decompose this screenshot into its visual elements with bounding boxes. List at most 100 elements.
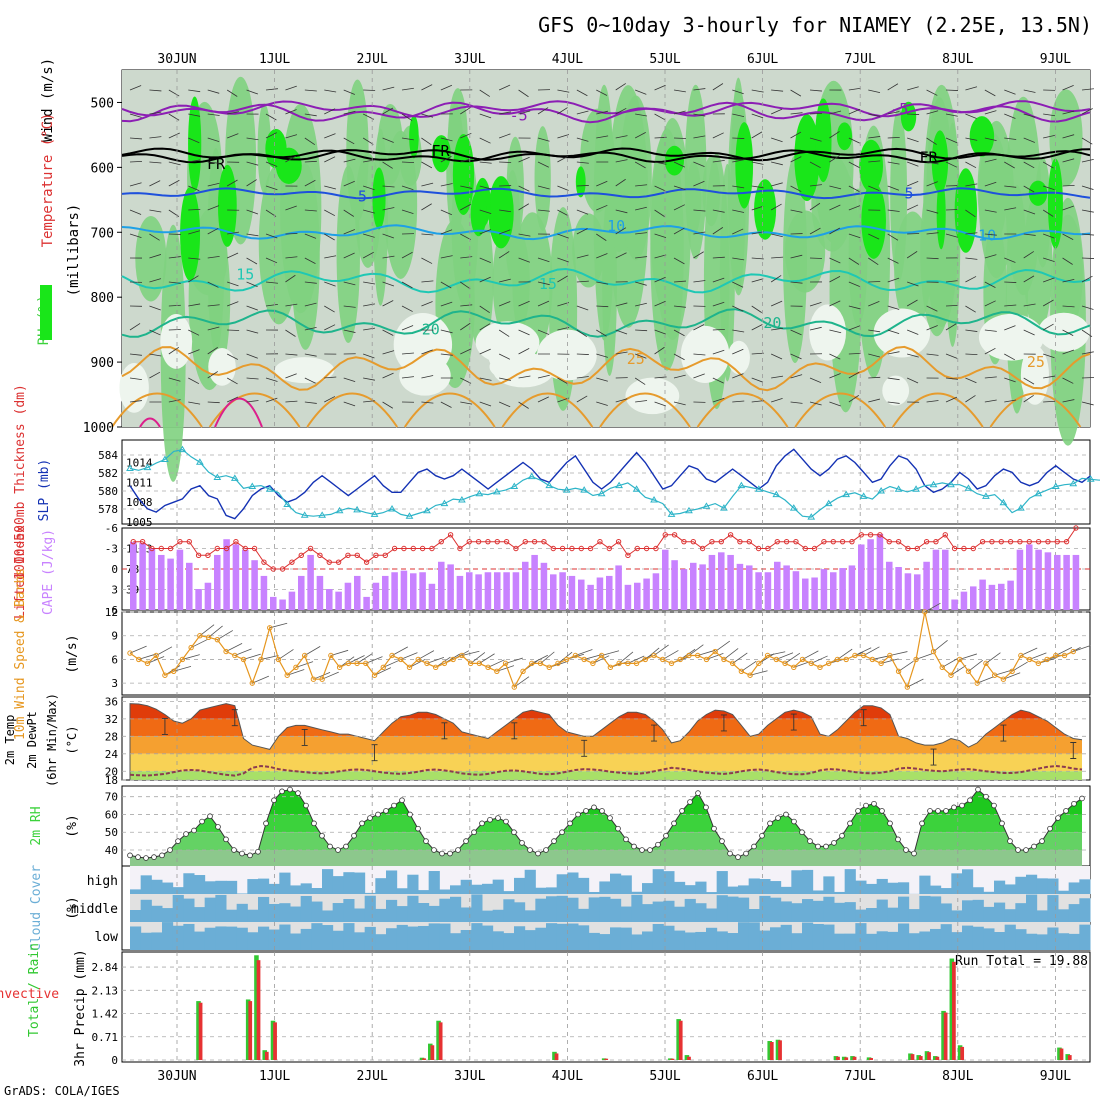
wind-speed-point	[633, 660, 640, 667]
thickness-point	[824, 499, 833, 507]
wind-speed-point	[965, 668, 972, 674]
precip-convective-bar	[1059, 1048, 1064, 1060]
cape-bar	[970, 586, 977, 610]
rh-point	[167, 847, 173, 853]
lifted-index-point	[998, 538, 1004, 545]
wind-barb	[965, 137, 978, 141]
isotherm-line	[121, 101, 1091, 124]
cape-bar	[148, 548, 156, 610]
cloud-cover-bar	[759, 879, 771, 894]
cloud-cover-bar	[407, 895, 419, 922]
cloud-cover-bar	[556, 923, 568, 950]
temp-tick-label: 24	[105, 748, 119, 761]
wind-speed-point	[930, 648, 937, 655]
lifted-index-point	[793, 538, 799, 545]
precip-convective-bar	[935, 1056, 940, 1060]
date-label-top: 8JUL	[942, 52, 973, 67]
wind-barb	[576, 161, 589, 164]
rh-point	[223, 836, 229, 843]
precip-total-bar	[924, 1051, 930, 1060]
wind-barb	[771, 137, 783, 143]
wind-barb	[479, 257, 491, 263]
rh-point	[143, 855, 149, 861]
thickness-point	[859, 492, 868, 499]
rh-moist-area	[580, 108, 615, 213]
wind-speed-point	[1044, 656, 1050, 663]
wind-barb	[188, 303, 201, 307]
wind-barb	[537, 209, 550, 212]
cloud-cover-bar	[908, 933, 920, 950]
y-tick-label: 800	[91, 291, 114, 306]
wind-barb	[907, 137, 919, 143]
cloud-cover-bar	[151, 905, 163, 922]
cloud-cover-bar	[748, 878, 760, 894]
cloud-cover-bar	[962, 925, 974, 950]
cloud-cover-bar	[866, 883, 878, 894]
li-tick-label: -6	[105, 522, 118, 535]
wind-speed-point	[441, 660, 448, 667]
wind-barb	[654, 346, 665, 355]
wind-barb	[634, 377, 646, 385]
cloud-cover-bar	[482, 925, 494, 950]
wind-barb	[829, 155, 840, 163]
precip-convective-bar	[943, 1012, 948, 1060]
lifted-index-point	[587, 545, 594, 552]
cloud-cover-bar	[279, 903, 291, 922]
wind-speed-point	[922, 609, 928, 615]
cloud-cover-bar	[514, 902, 526, 922]
wind-barb	[635, 256, 648, 259]
wind-barb	[479, 305, 490, 313]
wind-barb	[382, 372, 394, 379]
thickness-tick-label: 582	[98, 467, 118, 480]
wind-barb	[168, 89, 180, 97]
wind-barb	[615, 209, 628, 214]
wind-barb-10m	[994, 669, 1013, 676]
cloud-cover-bar	[290, 885, 302, 894]
wind-barb	[1081, 275, 1093, 283]
wind-barb-10m	[313, 671, 331, 680]
cloud-cover-bar	[258, 878, 270, 894]
y-tick-label: 500	[91, 96, 114, 111]
wind-barb	[129, 400, 142, 403]
rh-point	[295, 790, 301, 796]
cape-bar	[288, 591, 296, 610]
wind-barb	[751, 131, 763, 139]
wind-barb	[712, 227, 724, 235]
cloud-cover-bar	[642, 904, 654, 922]
wind-speed-point	[791, 664, 797, 671]
wind-barb	[382, 281, 395, 287]
wind-barb	[596, 281, 609, 285]
wind-barb	[382, 329, 394, 336]
wind-barb	[771, 256, 784, 259]
wind-barb	[557, 209, 569, 216]
wind-speed-point	[878, 660, 884, 667]
thickness-point	[562, 486, 571, 493]
wind-barb-10m	[418, 650, 435, 660]
wind-barb	[363, 281, 376, 285]
precip-total-bar	[833, 1056, 839, 1060]
wind-barb-10m	[505, 657, 523, 664]
wind-barb	[1081, 351, 1094, 355]
date-label-bottom: 8JUL	[942, 1069, 973, 1084]
cape-bar	[1007, 580, 1014, 610]
isotherm-line	[121, 345, 1091, 392]
wind-speed-point	[389, 652, 395, 659]
wind-barb-10m	[348, 655, 365, 664]
wind-barb	[673, 204, 685, 211]
cloud-cover-bar	[951, 910, 963, 922]
wind-barb	[207, 371, 218, 379]
rh-band	[130, 850, 1082, 866]
precip-convective-bar	[687, 1056, 691, 1060]
wind-barb	[479, 209, 492, 214]
wind-barb	[324, 281, 336, 287]
cape-bar	[354, 575, 361, 610]
thickness-point	[1051, 482, 1060, 489]
wind-speed-point	[284, 672, 290, 678]
wind-barb	[615, 252, 627, 259]
wind-barb	[343, 329, 356, 333]
wind-barb	[304, 281, 317, 284]
cloud-cover-bar	[738, 897, 750, 922]
precip-total-bar	[552, 1051, 557, 1060]
wind-barb-10m	[190, 639, 208, 648]
wind-barb	[498, 329, 510, 337]
